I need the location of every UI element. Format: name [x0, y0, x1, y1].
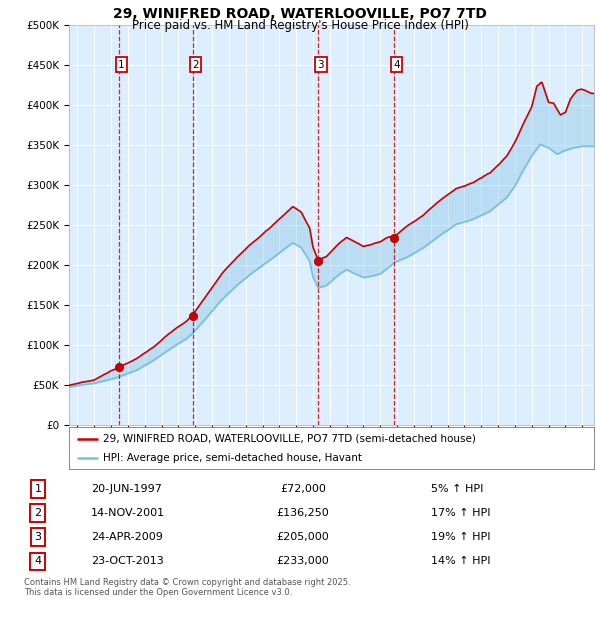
Text: 1: 1 [34, 484, 41, 494]
Text: 2: 2 [34, 508, 41, 518]
Text: £136,250: £136,250 [277, 508, 329, 518]
Text: £233,000: £233,000 [277, 556, 329, 567]
Text: 20-JUN-1997: 20-JUN-1997 [91, 484, 162, 494]
Text: 3: 3 [317, 60, 324, 70]
Text: 29, WINIFRED ROAD, WATERLOOVILLE, PO7 7TD: 29, WINIFRED ROAD, WATERLOOVILLE, PO7 7T… [113, 7, 487, 22]
Text: 17% ↑ HPI: 17% ↑ HPI [431, 508, 491, 518]
Text: HPI: Average price, semi-detached house, Havant: HPI: Average price, semi-detached house,… [103, 453, 362, 463]
Text: 24-APR-2009: 24-APR-2009 [91, 533, 163, 542]
Text: 14% ↑ HPI: 14% ↑ HPI [431, 556, 491, 567]
Text: 19% ↑ HPI: 19% ↑ HPI [431, 533, 491, 542]
Text: Contains HM Land Registry data © Crown copyright and database right 2025.
This d: Contains HM Land Registry data © Crown c… [24, 578, 350, 597]
Text: 4: 4 [393, 60, 400, 70]
Text: £205,000: £205,000 [277, 533, 329, 542]
Text: 2: 2 [192, 60, 199, 70]
Text: 1: 1 [118, 60, 125, 70]
Text: 4: 4 [34, 556, 41, 567]
Text: Price paid vs. HM Land Registry's House Price Index (HPI): Price paid vs. HM Land Registry's House … [131, 19, 469, 32]
Text: 5% ↑ HPI: 5% ↑ HPI [431, 484, 484, 494]
Text: 29, WINIFRED ROAD, WATERLOOVILLE, PO7 7TD (semi-detached house): 29, WINIFRED ROAD, WATERLOOVILLE, PO7 7T… [103, 433, 476, 443]
Text: 3: 3 [34, 533, 41, 542]
Text: 14-NOV-2001: 14-NOV-2001 [91, 508, 165, 518]
Text: £72,000: £72,000 [280, 484, 326, 494]
Text: 23-OCT-2013: 23-OCT-2013 [91, 556, 164, 567]
